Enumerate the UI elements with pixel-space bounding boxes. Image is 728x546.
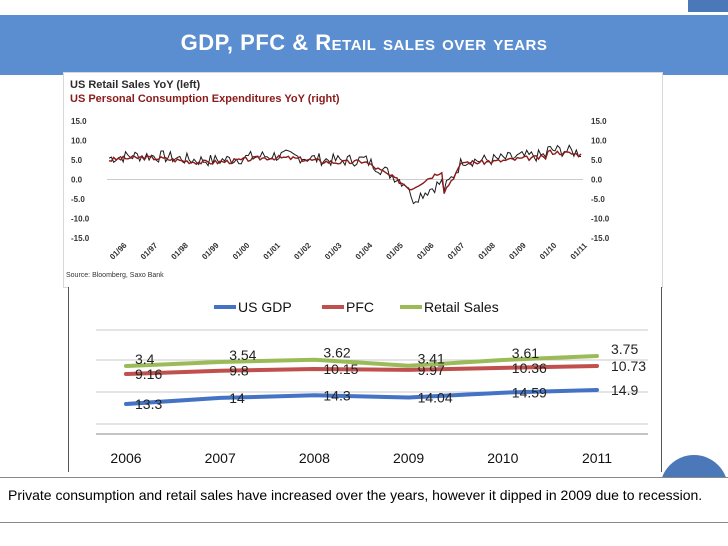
x-tick-label: 2008 [299, 450, 330, 466]
x-tick-label: 2006 [110, 450, 141, 466]
data-label: 14.59 [512, 385, 547, 401]
photo-pce-line [108, 149, 582, 194]
data-label: 10.73 [611, 358, 646, 374]
data-point [501, 366, 505, 370]
series-line [124, 388, 599, 406]
photo-left-tick: -15.0 [71, 234, 90, 243]
data-label: 9.16 [135, 366, 162, 382]
photo-right-tick: 5.0 [591, 156, 603, 165]
photo-right-tick: 15.0 [591, 117, 607, 126]
data-point [595, 354, 599, 358]
photo-left-tick: 10.0 [71, 137, 87, 146]
data-label: 14 [229, 390, 245, 406]
legend-label: Retail Sales [424, 299, 499, 315]
photo-left-tick: 15.0 [71, 117, 87, 126]
photo-retail-sales-line [108, 144, 582, 205]
data-point [312, 358, 316, 362]
photo-right-tick: -15.0 [591, 234, 610, 243]
x-tick-label: 2007 [205, 450, 236, 466]
caption-box [0, 477, 728, 523]
photo-right-tick: -5.0 [591, 195, 605, 204]
data-point [595, 388, 599, 392]
data-point [407, 364, 411, 368]
photo-right-tick: 0.0 [591, 176, 603, 185]
data-label: 14.9 [611, 382, 638, 398]
data-label: 14.04 [418, 390, 453, 406]
photo-chart: 15.0 15.0 10.0 10.0 5.0 5.0 0.0 0.0 -5.0 -5.0 -10.… [71, 117, 610, 261]
data-point [407, 396, 411, 400]
data-label: 3.54 [229, 347, 256, 363]
photo-chart-title: US Retail Sales YoY (left) [70, 79, 201, 91]
data-label: 9.8 [229, 363, 249, 379]
photo-left-tick: -10.0 [71, 215, 90, 224]
series-line [124, 364, 599, 376]
x-tick-label: 2009 [393, 450, 424, 466]
data-point [595, 364, 599, 368]
photo-right-tick: -10.0 [591, 215, 610, 224]
chart-area [68, 287, 662, 472]
legend-label: PFC [346, 299, 374, 315]
data-point [312, 393, 316, 397]
data-label: 3.62 [323, 345, 350, 361]
data-point [124, 402, 128, 406]
data-label: 10.36 [512, 360, 547, 376]
data-label: 10.15 [323, 361, 358, 377]
photo-left-tick: 5.0 [71, 156, 83, 165]
data-point [124, 372, 128, 376]
data-label: 13.3 [135, 396, 162, 412]
data-point [312, 367, 316, 371]
data-point [501, 358, 505, 362]
data-label: 3.75 [611, 341, 638, 357]
data-label: 3.61 [512, 345, 539, 361]
slide-title: GDP, PFC & Retail sales over years [180, 30, 548, 55]
photo-left-tick: 0.0 [71, 176, 83, 185]
x-tick-label: 2011 [582, 450, 612, 466]
legend-label: US GDP [238, 299, 292, 315]
photo-left-tick: -5.0 [71, 195, 85, 204]
x-tick-label: 2010 [487, 450, 518, 466]
data-label: 14.3 [323, 387, 350, 403]
slide-caption: Private consumption and retail sales hav… [8, 487, 703, 503]
data-label: 3.41 [418, 351, 445, 367]
data-label: 3.4 [135, 351, 155, 367]
data-point [218, 369, 222, 373]
data-point [218, 360, 222, 364]
series-line [124, 354, 599, 368]
corner-decoration [688, 0, 728, 12]
title-bar [0, 15, 728, 75]
photo-chart-subtitle: US Personal Consumption Expenditures YoY… [70, 93, 340, 105]
photo-right-tick: 10.0 [591, 137, 607, 146]
data-point [501, 391, 505, 395]
photo-chart-frame [63, 72, 663, 288]
data-point [407, 368, 411, 372]
photo-chart-source: Source: Bloomberg, Saxo Bank [66, 272, 164, 279]
data-point [124, 364, 128, 368]
data-point [218, 396, 222, 400]
